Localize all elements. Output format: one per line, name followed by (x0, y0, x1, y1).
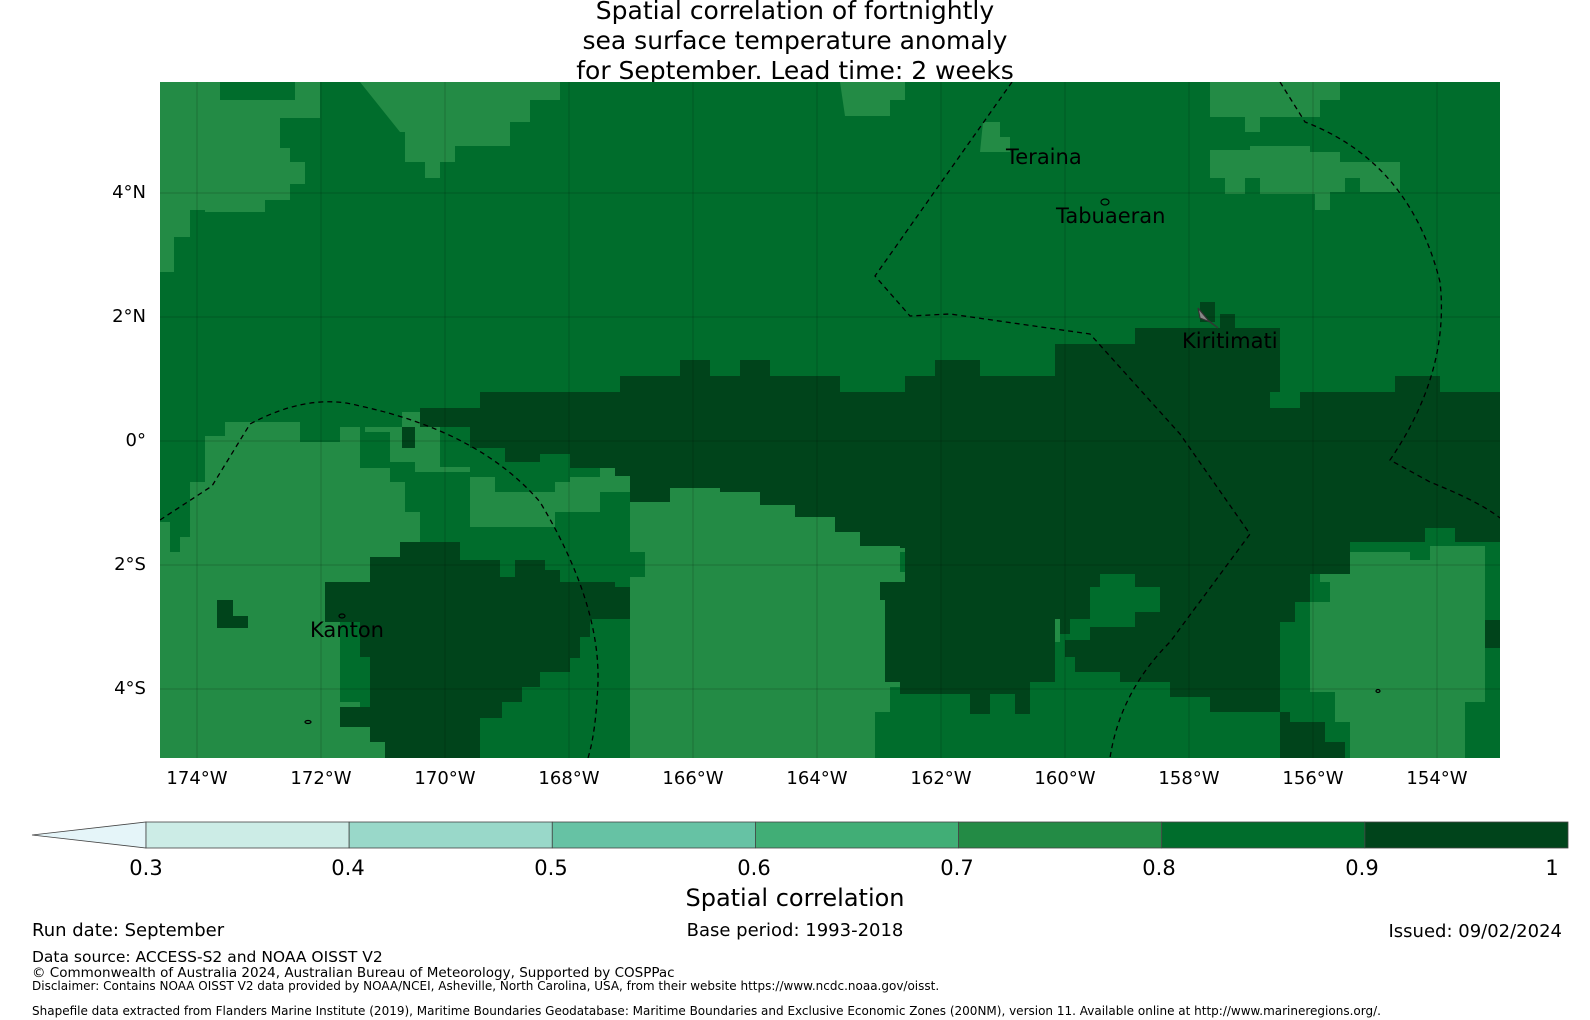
small-island-2 (1375, 688, 1381, 694)
small-island-1 (304, 719, 312, 725)
eez-boundaries (160, 82, 1500, 758)
eez-kiritimati (1279, 82, 1500, 519)
colorbar-segment-3 (551, 821, 756, 849)
lon-tick-172w: 172°W (290, 768, 352, 789)
issued-date: Issued: 09/02/2024 (1388, 921, 1562, 942)
eez-kanton (160, 401, 599, 758)
title-line-3: for September. Lead time: 2 weeks (576, 56, 1014, 85)
lon-tick-158w: 158°W (1158, 768, 1220, 789)
lon-tick-154w: 154°W (1406, 768, 1468, 789)
colorbar-tick-0.4: 0.4 (331, 856, 365, 880)
colorbar-segment-1 (145, 821, 350, 849)
region-sw (160, 412, 650, 758)
colorbar-tick-0.3: 0.3 (129, 856, 163, 880)
kiritimati-island (1197, 307, 1219, 329)
place-tabuaeran: Tabuaeran (1055, 204, 1165, 228)
colorbar-tick-0.7: 0.7 (940, 856, 974, 880)
colorbar-tick-0.9: 0.9 (1345, 856, 1379, 880)
colorbar-tick-0.6: 0.6 (737, 856, 771, 880)
place-teraina: Teraina (1005, 145, 1082, 169)
region-north-center (840, 82, 905, 116)
kanton-island (338, 613, 346, 619)
data-source: Data source: ACCESS-S2 and NOAA OISST V2 (32, 948, 383, 966)
lat-tick-4s: 4°S (114, 678, 146, 699)
lat-tick-0: 0° (125, 430, 146, 451)
colorbar-segment-6 (1161, 821, 1366, 849)
colorbar-title: Spatial correlation (685, 884, 905, 912)
lat-tick-2s: 2°S (114, 554, 146, 575)
eez-line-islands (874, 82, 1251, 758)
colorbar-tick-0.8: 0.8 (1142, 856, 1176, 880)
run-date: Run date: September (32, 920, 225, 941)
tabuaeran-island (1100, 198, 1110, 206)
region-nw-center (360, 82, 560, 178)
region-equatorial-band (402, 314, 1500, 714)
region-sw-kanton (325, 542, 630, 758)
region-sw-dot (217, 600, 248, 628)
lon-tick-164w: 164°W (786, 768, 848, 789)
colorbar (31, 821, 1569, 849)
place-kanton: Kanton (310, 618, 384, 642)
colorbar-segment-2 (348, 821, 553, 849)
region-ne-mid (1210, 146, 1400, 210)
lon-tick-168w: 168°W (538, 768, 600, 789)
disclaimer: Disclaimer: Contains NOAA OISST V2 data … (32, 979, 940, 993)
region-teraina (980, 122, 1010, 152)
region-south-east-dark (1065, 552, 1345, 758)
lon-tick-166w: 166°W (662, 768, 724, 789)
colorbar-segment-5 (958, 821, 1163, 849)
colorbar-segments (31, 821, 1569, 849)
region-0.9-1.0 (217, 302, 1500, 758)
colorbar-tick-1: 1 (1545, 856, 1559, 880)
title-line-2: sea surface temperature anomaly (582, 26, 1008, 55)
lat-tick-2n: 2°N (112, 306, 146, 327)
chart-title: Spatial correlation of fortnightly sea s… (0, 0, 1590, 86)
colorbar-segment-7 (1364, 821, 1569, 849)
region-ne-top (1210, 82, 1340, 132)
lon-tick-174w: 174°W (166, 768, 228, 789)
copyright: © Commonwealth of Australia 2024, Austra… (32, 965, 675, 981)
lon-tick-162w: 162°W (910, 768, 972, 789)
region-south-east (1300, 546, 1500, 758)
base-period: Base period: 1993-2018 (686, 920, 904, 941)
region-0.7-0.8 (160, 82, 1500, 758)
lon-tick-156w: 156°W (1282, 768, 1344, 789)
colorbar-segment-4 (755, 821, 959, 849)
region-east-edge (1485, 620, 1500, 648)
lon-tick-170w: 170°W (414, 768, 476, 789)
region-nw (160, 82, 320, 272)
colorbar-tick-0.5: 0.5 (534, 856, 568, 880)
colorbar-extend-triangle (31, 821, 147, 849)
map-gridlines (160, 82, 1500, 758)
place-labels: Teraina Tabuaeran Kiritimati Kanton (310, 145, 1278, 642)
lon-tick-160w: 160°W (1034, 768, 1096, 789)
place-kiritimati: Kiritimati (1182, 329, 1278, 353)
title-line-1: Spatial correlation of fortnightly (595, 0, 995, 25)
shapefile-credit: Shapefile data extracted from Flanders M… (32, 1004, 1381, 1018)
correlation-map: Teraina Tabuaeran Kiritimati Kanton (160, 82, 1500, 758)
islands (304, 198, 1381, 725)
lat-tick-4n: 4°N (112, 182, 146, 203)
